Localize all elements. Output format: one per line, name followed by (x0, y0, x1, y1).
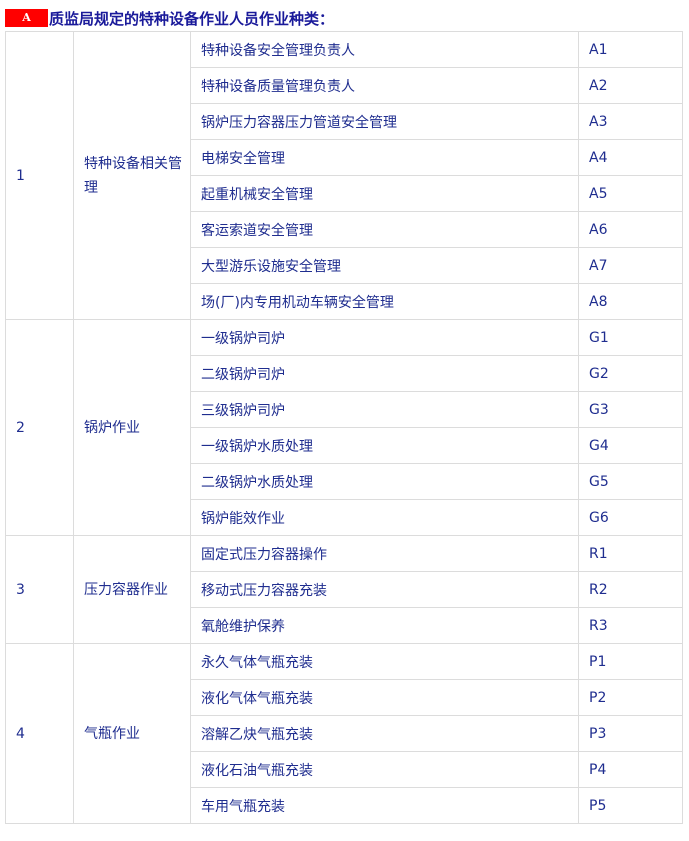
table-row: 1 特种设备相关管理 特种设备安全管理负责人 A1 (5, 31, 683, 320)
group-number: 1 (5, 31, 74, 320)
operation-code: R1 (578, 535, 683, 572)
table-row: 客运索道安全管理 A6 (6, 211, 683, 248)
operation-code: P2 (578, 679, 683, 716)
group-category: 锅炉作业 (73, 319, 191, 536)
operation-code: A4 (578, 139, 683, 176)
operation-code: A6 (578, 211, 683, 248)
table-row: 场(厂)内专用机动车辆安全管理 A8 (6, 283, 683, 320)
operation-name: 车用气瓶充装 (190, 787, 579, 824)
operation-name: 氧舱维护保养 (190, 607, 579, 644)
operation-name: 三级锅炉司炉 (190, 391, 579, 428)
operation-category-table: 1 特种设备相关管理 特种设备安全管理负责人 A1 特种设备质量管理负责人 A2 锅炉压力容… (5, 31, 683, 824)
operation-code: A3 (578, 103, 683, 140)
table-row: 二级锅炉司炉 G2 (6, 355, 683, 392)
group-number: 3 (5, 535, 74, 644)
table-row: 起重机械安全管理 A5 (6, 175, 683, 212)
table-row: 三级锅炉司炉 G3 (6, 391, 683, 428)
group-number: 2 (5, 319, 74, 536)
group-category: 气瓶作业 (73, 643, 191, 824)
operation-name: 特种设备安全管理负责人 (190, 31, 579, 68)
operation-name: 二级锅炉水质处理 (190, 463, 579, 500)
table-row: 移动式压力容器充装 R2 (6, 571, 683, 608)
operation-code: G4 (578, 427, 683, 464)
section-title-text: 质监局规定的特种设备作业人员作业种类： (49, 9, 335, 28)
operation-name: 特种设备质量管理负责人 (190, 67, 579, 104)
operation-code: A5 (578, 175, 683, 212)
operation-name: 二级锅炉司炉 (190, 355, 579, 392)
operation-name: 液化石油气瓶充装 (190, 751, 579, 788)
table-row: 氧舱维护保养 R3 (6, 607, 683, 644)
group-category: 压力容器作业 (73, 535, 191, 644)
operation-code: G6 (578, 499, 683, 536)
operation-code: G2 (578, 355, 683, 392)
operation-code: A2 (578, 67, 683, 104)
operation-name: 一级锅炉司炉 (190, 319, 579, 356)
group-category: 特种设备相关管理 (73, 31, 191, 320)
operation-name: 起重机械安全管理 (190, 175, 579, 212)
operation-name: 场(厂)内专用机动车辆安全管理 (190, 283, 579, 320)
table-row: 4 气瓶作业 永久气体气瓶充装 P1 (5, 643, 683, 824)
operation-name: 客运索道安全管理 (190, 211, 579, 248)
operation-code: A7 (578, 247, 683, 284)
table-row: 锅炉能效作业 G6 (6, 499, 683, 536)
operation-code: P3 (578, 715, 683, 752)
table-row: 2 锅炉作业 一级锅炉司炉 G1 (5, 319, 683, 536)
operation-code: R3 (578, 607, 683, 644)
operation-name: 移动式压力容器充装 (190, 571, 579, 608)
operation-code: P5 (578, 787, 683, 824)
table-row: 特种设备质量管理负责人 A2 (6, 67, 683, 104)
operation-code: P4 (578, 751, 683, 788)
table-row: 车用气瓶充装 P5 (6, 787, 683, 824)
table-row: 液化石油气瓶充装 P4 (6, 751, 683, 788)
table-row: 液化气体气瓶充装 P2 (6, 679, 683, 716)
table-row: 电梯安全管理 A4 (6, 139, 683, 176)
operation-code: R2 (578, 571, 683, 608)
operation-code: A1 (578, 31, 683, 68)
operation-name: 电梯安全管理 (190, 139, 579, 176)
table-row: 溶解乙炔气瓶充装 P3 (6, 715, 683, 752)
operation-name: 锅炉能效作业 (190, 499, 579, 536)
operation-name: 永久气体气瓶充装 (190, 643, 579, 680)
group-number: 4 (5, 643, 74, 824)
operation-name: 一级锅炉水质处理 (190, 427, 579, 464)
operation-code: G3 (578, 391, 683, 428)
operation-code: P1 (578, 643, 683, 680)
operation-name: 固定式压力容器操作 (190, 535, 579, 572)
operation-name: 大型游乐设施安全管理 (190, 247, 579, 284)
operation-code: G1 (578, 319, 683, 356)
section-title: A 质监局规定的特种设备作业人员作业种类： (5, 8, 334, 28)
table-row: 锅炉压力容器压力管道安全管理 A3 (6, 103, 683, 140)
table-row: 二级锅炉水质处理 G5 (6, 463, 683, 500)
operation-code: G5 (578, 463, 683, 500)
operation-code: A8 (578, 283, 683, 320)
section-badge: A (5, 9, 48, 27)
operation-name: 锅炉压力容器压力管道安全管理 (190, 103, 579, 140)
operation-name: 溶解乙炔气瓶充装 (190, 715, 579, 752)
operation-name: 液化气体气瓶充装 (190, 679, 579, 716)
table-row: 大型游乐设施安全管理 A7 (6, 247, 683, 284)
table-row: 3 压力容器作业 固定式压力容器操作 R1 (5, 535, 683, 644)
